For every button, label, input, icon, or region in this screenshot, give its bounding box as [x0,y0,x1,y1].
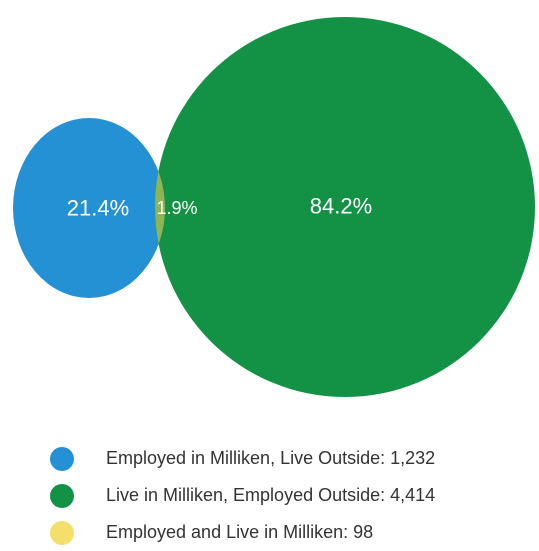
legend-swatch-blue [50,446,74,471]
legend-label: Employed and Live in Milliken: 98 [106,522,374,542]
venn-circle-live-outside [155,17,535,397]
venn-label-overlap: 1.9% [156,198,197,218]
venn-label-employed-outside: 21.4% [67,196,129,221]
legend-item-live-outside: Live in Milliken, Employed Outside: 4,41… [50,477,530,514]
venn-label-live-outside: 84.2% [310,194,372,219]
venn-diagram: 21.4% 1.9% 84.2% [13,17,535,397]
legend-item-employed-and-live: Employed and Live in Milliken: 98 [50,514,530,551]
venn-circle-employed-outside [13,118,165,298]
legend-swatch-yellow [50,520,74,545]
legend-label: Live in Milliken, Employed Outside: 4,41… [106,485,436,505]
legend-swatch-green [50,483,74,508]
legend-item-employed-outside: Employed in Milliken, Live Outside: 1,23… [50,440,530,477]
legend: Employed in Milliken, Live Outside: 1,23… [50,440,530,551]
legend-label: Employed in Milliken, Live Outside: 1,23… [106,448,436,468]
